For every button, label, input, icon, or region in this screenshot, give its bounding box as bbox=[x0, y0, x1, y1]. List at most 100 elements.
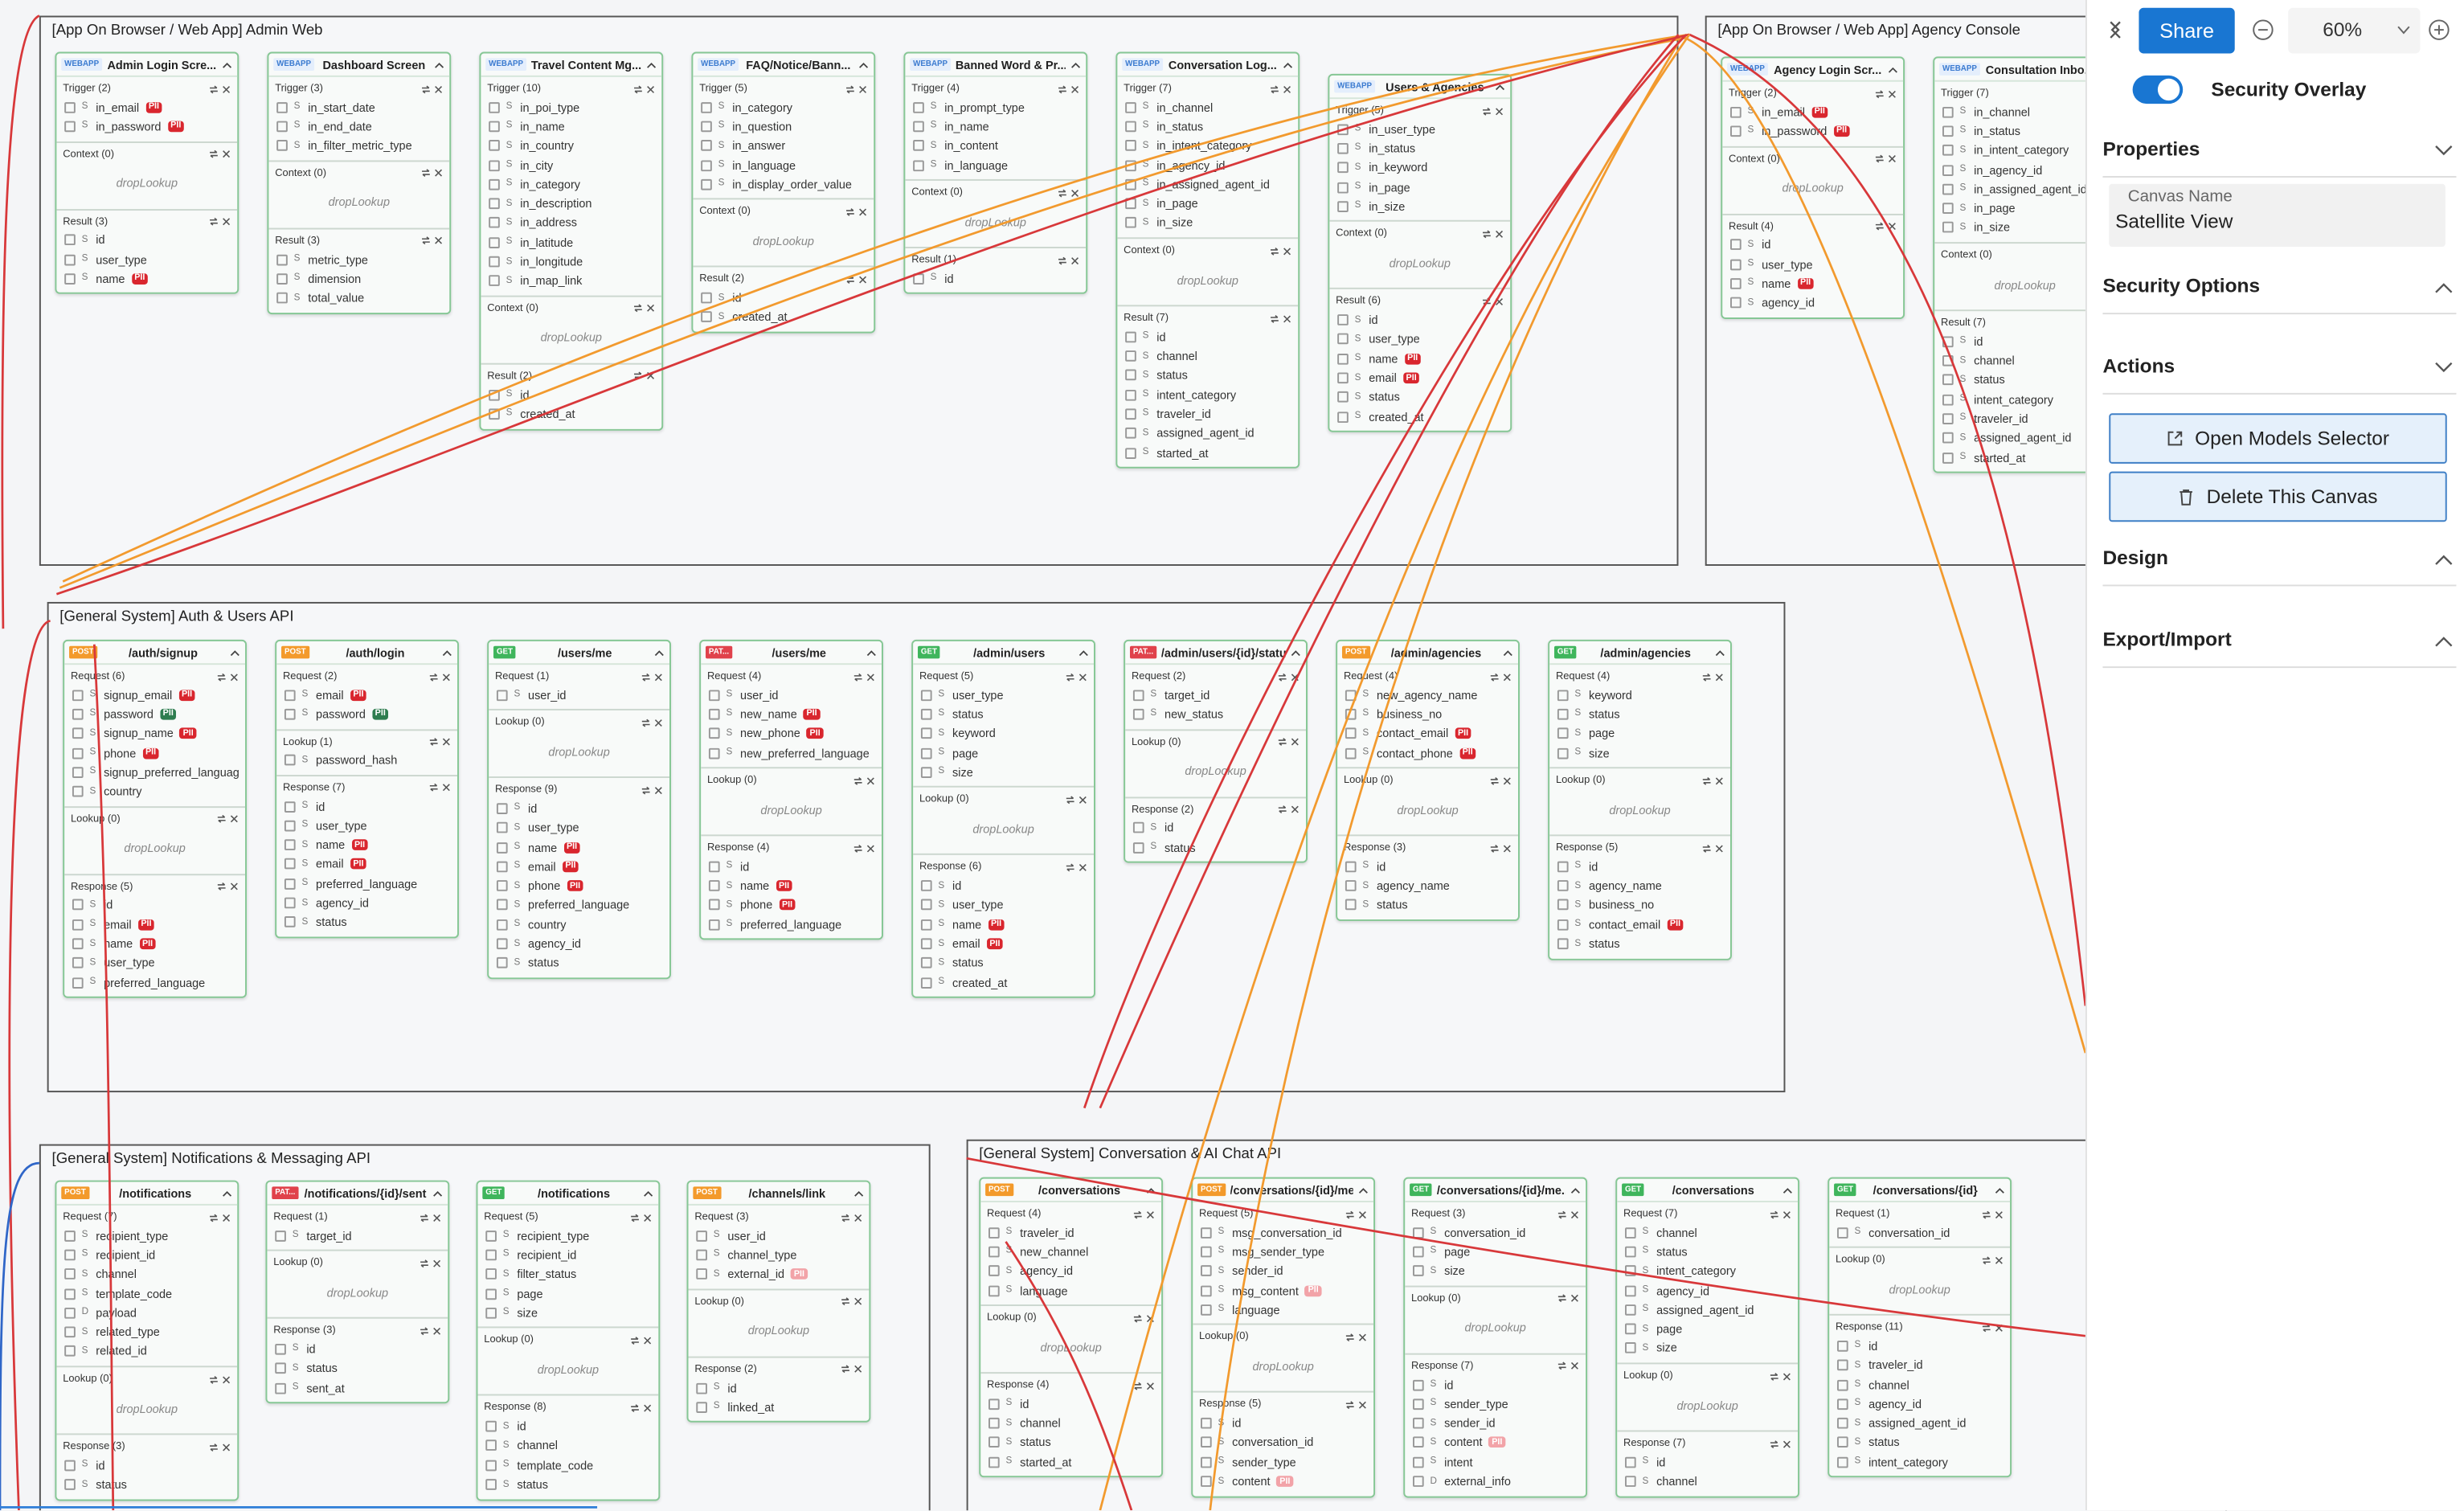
checkbox[interactable] bbox=[64, 1230, 76, 1242]
section-icons[interactable] bbox=[633, 84, 655, 94]
section-icons[interactable] bbox=[853, 776, 875, 785]
checkbox[interactable] bbox=[913, 101, 924, 113]
checkbox[interactable] bbox=[489, 217, 500, 229]
checkbox[interactable] bbox=[1624, 1304, 1636, 1316]
section-header[interactable]: Properties bbox=[2102, 138, 2457, 178]
checkbox[interactable] bbox=[496, 841, 508, 853]
collapse-chevron[interactable] bbox=[1290, 649, 1301, 657]
section-icons[interactable] bbox=[630, 1336, 652, 1345]
section-icons[interactable] bbox=[429, 672, 451, 682]
checkbox[interactable] bbox=[72, 785, 84, 797]
checkbox[interactable] bbox=[284, 755, 296, 766]
section-icons[interactable] bbox=[1702, 672, 1724, 682]
section-icons[interactable] bbox=[1982, 1323, 2004, 1333]
section-icons[interactable] bbox=[1982, 1255, 2004, 1265]
checkbox[interactable] bbox=[284, 708, 296, 720]
checkbox[interactable] bbox=[1201, 1456, 1212, 1468]
checkbox[interactable] bbox=[1730, 277, 1742, 289]
section-icons[interactable] bbox=[633, 304, 655, 313]
checkbox[interactable] bbox=[1836, 1418, 1848, 1429]
checkbox[interactable] bbox=[276, 101, 288, 113]
checkbox[interactable] bbox=[920, 957, 932, 969]
checkbox[interactable] bbox=[489, 275, 500, 287]
checkbox[interactable] bbox=[284, 689, 296, 701]
section-icons[interactable] bbox=[1702, 843, 1724, 853]
section-icons[interactable] bbox=[429, 784, 451, 793]
zoom-select[interactable]: 60% bbox=[2288, 7, 2421, 54]
collapse-chevron[interactable] bbox=[1358, 1185, 1369, 1194]
collapse-icon[interactable] bbox=[2107, 20, 2123, 39]
checkbox[interactable] bbox=[988, 1418, 1000, 1429]
checkbox[interactable] bbox=[1942, 375, 1954, 386]
checkbox[interactable] bbox=[485, 1421, 497, 1432]
section-icons[interactable] bbox=[1133, 1210, 1155, 1219]
checkbox[interactable] bbox=[920, 938, 932, 950]
checkbox[interactable] bbox=[1337, 314, 1349, 326]
checkbox[interactable] bbox=[1836, 1340, 1848, 1352]
checkbox[interactable] bbox=[496, 957, 508, 969]
checkbox[interactable] bbox=[1942, 203, 1954, 215]
checkbox[interactable] bbox=[1132, 708, 1144, 720]
section-icons[interactable] bbox=[1490, 843, 1512, 853]
collapse-chevron[interactable] bbox=[222, 1189, 233, 1197]
checkbox[interactable] bbox=[1412, 1398, 1424, 1410]
collapse-chevron[interactable] bbox=[1888, 65, 1899, 73]
section-header[interactable]: Security Options bbox=[2102, 275, 2457, 315]
section-icons[interactable] bbox=[420, 1326, 441, 1336]
checkbox[interactable] bbox=[64, 234, 76, 246]
collapse-chevron[interactable] bbox=[1146, 1185, 1157, 1194]
checkbox[interactable] bbox=[284, 916, 296, 928]
checkbox[interactable] bbox=[485, 1440, 497, 1452]
collapse-chevron[interactable] bbox=[1078, 649, 1089, 657]
section-icons[interactable] bbox=[1066, 672, 1087, 682]
checkbox[interactable] bbox=[1125, 217, 1136, 229]
checkbox[interactable] bbox=[1412, 1418, 1424, 1429]
checkbox[interactable] bbox=[72, 708, 84, 720]
checkbox[interactable] bbox=[1125, 370, 1136, 381]
checkbox[interactable] bbox=[1337, 353, 1349, 365]
checkbox[interactable] bbox=[1730, 125, 1742, 137]
section-icons[interactable] bbox=[1482, 297, 1504, 307]
section-icons[interactable] bbox=[1557, 1362, 1579, 1371]
checkbox[interactable] bbox=[1624, 1226, 1636, 1239]
checkbox[interactable] bbox=[1836, 1398, 1848, 1410]
checkbox[interactable] bbox=[708, 880, 720, 892]
checkbox[interactable] bbox=[485, 1230, 497, 1242]
section-icons[interactable] bbox=[853, 672, 875, 682]
checkbox[interactable] bbox=[284, 878, 296, 890]
checkbox[interactable] bbox=[1624, 1456, 1636, 1468]
checkbox[interactable] bbox=[284, 839, 296, 851]
checkbox[interactable] bbox=[1624, 1246, 1636, 1258]
checkbox[interactable] bbox=[988, 1437, 1000, 1448]
section-icons[interactable] bbox=[1557, 1210, 1579, 1219]
checkbox[interactable] bbox=[1730, 239, 1742, 251]
checkbox[interactable] bbox=[496, 861, 508, 872]
checkbox[interactable] bbox=[1412, 1476, 1424, 1487]
checkbox[interactable] bbox=[920, 766, 932, 778]
checkbox[interactable] bbox=[1836, 1456, 1848, 1468]
checkbox[interactable] bbox=[701, 101, 712, 113]
checkbox[interactable] bbox=[275, 1230, 286, 1242]
section-header[interactable]: Export/Import bbox=[2102, 629, 2457, 669]
collapse-chevron[interactable] bbox=[1714, 649, 1725, 657]
collapse-chevron[interactable] bbox=[853, 1189, 865, 1197]
section-icons[interactable] bbox=[841, 1213, 862, 1222]
checkbox[interactable] bbox=[1412, 1456, 1424, 1468]
checkbox[interactable] bbox=[64, 1345, 76, 1357]
checkbox[interactable] bbox=[1337, 372, 1349, 384]
collapse-chevron[interactable] bbox=[646, 60, 657, 68]
checkbox[interactable] bbox=[1337, 123, 1349, 135]
checkbox[interactable] bbox=[72, 747, 84, 759]
checkbox[interactable] bbox=[1337, 200, 1349, 212]
section-icons[interactable] bbox=[1278, 805, 1300, 814]
checkbox[interactable] bbox=[1557, 727, 1569, 739]
checkbox[interactable] bbox=[1730, 258, 1742, 270]
checkbox[interactable] bbox=[276, 292, 288, 304]
section-icons[interactable] bbox=[1066, 795, 1087, 805]
